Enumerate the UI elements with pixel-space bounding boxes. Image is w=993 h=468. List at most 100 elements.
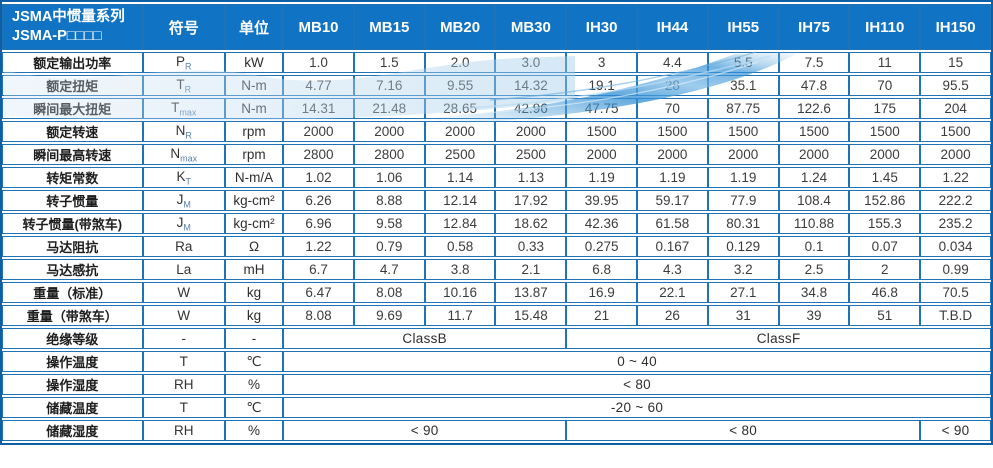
model-value-cell: 2.1 [495, 259, 567, 280]
model-column-header-mb10: MB10 [283, 4, 354, 50]
spec-table: JSMA中惯量系列 JSMA-P□□□□ 符号 单位 MB10 MB15 MB20 M… [0, 0, 993, 445]
unit-cell: % [224, 420, 284, 441]
model-column-header-ih55: IH55 [707, 4, 779, 50]
model-value-cell: 77.9 [707, 190, 779, 211]
model-value-cell: 2000 [849, 144, 921, 165]
model-value-cell: 70 [637, 98, 708, 119]
table-row: 绝缘等级 - - ClassB ClassF [2, 328, 991, 349]
model-value-cell: 22.1 [637, 282, 708, 303]
symbol-cell: JM [142, 213, 225, 234]
symbol-cell: W [142, 282, 225, 303]
model-column-header-ih150: IH150 [920, 4, 991, 50]
model-value-cell: 2500 [424, 144, 496, 165]
model-value-cell: 14.32 [495, 75, 567, 96]
model-value-cell: 31 [707, 305, 779, 326]
unit-cell: mH [224, 259, 284, 280]
model-value-cell: 204 [920, 98, 991, 119]
symbol-column-header: 符号 [142, 4, 225, 50]
unit-cell: kg [224, 305, 284, 326]
symbol-cell: Tmax [142, 98, 225, 119]
model-value-cell: 42.36 [566, 213, 638, 234]
model-value-cell: 9.69 [353, 305, 425, 326]
model-column-header-mb30: MB30 [495, 4, 567, 50]
model-value-cell: 8.88 [353, 190, 425, 211]
symbol-cell: RH [142, 420, 225, 441]
symbol-cell: - [142, 328, 225, 349]
model-value-cell: 1500 [637, 121, 708, 142]
model-value-cell: 2000 [495, 121, 567, 142]
model-column-header-ih75: IH75 [778, 4, 850, 50]
model-value-cell: 2800 [353, 144, 425, 165]
model-value-cell: 3.8 [424, 259, 496, 280]
model-value-cell: 17.92 [495, 190, 567, 211]
model-value-cell: 2000 [707, 144, 779, 165]
model-value-cell: 1.0 [283, 52, 354, 73]
unit-cell: N-m/A [224, 167, 284, 188]
unit-cell: rpm [224, 121, 284, 142]
spec-table-body: 额定输出功率 PR kW 1.0 1.5 2.0 3.0 3 4.4 5.5 7.5 11 15 额定扭矩… [2, 52, 991, 441]
model-value-cell: 3.0 [495, 52, 567, 73]
row-label: 转子惯量 [2, 190, 143, 211]
model-value-cell: 35.1 [707, 75, 779, 96]
model-value-cell: 1.5 [353, 52, 425, 73]
row-label: 重量（标准） [2, 282, 143, 303]
table-row: 转子惯量 JM kg-cm² 6.26 8.88 12.14 17.92 39.95 59.17… [2, 190, 991, 211]
model-value-cell: 1.14 [424, 167, 496, 188]
model-value-cell: 222.2 [920, 190, 991, 211]
model-value-cell: 6.47 [283, 282, 354, 303]
model-value-cell: 59.17 [637, 190, 708, 211]
model-value-cell: 12.84 [424, 213, 496, 234]
table-row: 额定转速 NR rpm 2000 2000 2000 2000 1500 1500 1500 150… [2, 121, 991, 142]
model-value-cell: 0.33 [495, 236, 567, 257]
header-row: JSMA中惯量系列 JSMA-P□□□□ 符号 单位 MB10 MB15 MB20 M… [2, 4, 991, 50]
model-value-cell: 46.8 [849, 282, 921, 303]
symbol-cell: Nmax [142, 144, 225, 165]
row-label: 额定输出功率 [2, 52, 143, 73]
table-row: 储藏温度 T ℃ -20 ~ 60 [2, 397, 991, 418]
table-row: 马达感抗 La mH 6.7 4.7 3.8 2.1 6.8 4.3 3.2 2.5 2 0.99 [2, 259, 991, 280]
model-value-cell: 0.07 [849, 236, 921, 257]
model-value-cell: 9.58 [353, 213, 425, 234]
model-value-cell: 1.19 [707, 167, 779, 188]
model-value-cell: 1.13 [495, 167, 567, 188]
row-label: 转矩常数 [2, 167, 143, 188]
model-value-cell: 108.4 [778, 190, 850, 211]
model-value-cell: 13.87 [495, 282, 567, 303]
merged-value-cell: -20 ~ 60 [283, 397, 991, 418]
row-label: 额定扭矩 [2, 75, 143, 96]
table-row: 额定输出功率 PR kW 1.0 1.5 2.0 3.0 3 4.4 5.5 7.5 11 15 [2, 52, 991, 73]
series-title-line2: JSMA-P□□□□ [12, 28, 102, 44]
model-value-cell: 155.3 [849, 213, 921, 234]
model-value-cell: 235.2 [920, 213, 991, 234]
model-value-cell: 2 [849, 259, 921, 280]
model-value-cell: 1.19 [566, 167, 638, 188]
model-value-cell: 2.0 [424, 52, 496, 73]
model-value-cell: 2000 [778, 144, 850, 165]
model-value-cell: 8.08 [283, 305, 354, 326]
model-value-cell: 2000 [920, 144, 991, 165]
symbol-cell: KT [142, 167, 225, 188]
model-value-cell: 70.5 [920, 282, 991, 303]
model-value-cell: 15 [920, 52, 991, 73]
model-value-cell: 2000 [353, 121, 425, 142]
unit-cell: N-m [224, 75, 284, 96]
symbol-cell: PR [142, 52, 225, 73]
symbol-cell: TR [142, 75, 225, 96]
model-value-cell: 42.96 [495, 98, 567, 119]
row-label: 操作湿度 [2, 374, 143, 395]
row-label: 瞬间最大扭矩 [2, 98, 143, 119]
unit-cell: kg-cm² [224, 190, 284, 211]
model-value-cell: 16.9 [566, 282, 638, 303]
model-value-cell: 21.48 [353, 98, 425, 119]
model-value-cell: 6.26 [283, 190, 354, 211]
model-value-cell: 2.5 [778, 259, 850, 280]
merged-value-cell: < 80 [283, 374, 991, 395]
model-value-cell: 4.3 [637, 259, 708, 280]
table-row: 瞬间最大扭矩 Tmax N-m 14.31 21.48 28.65 42.96 47.75 70… [2, 98, 991, 119]
symbol-cell: RH [142, 374, 225, 395]
model-value-cell: 8.08 [353, 282, 425, 303]
series-title-line1: JSMA中惯量系列 [12, 9, 125, 26]
model-value-cell: 3.2 [707, 259, 779, 280]
